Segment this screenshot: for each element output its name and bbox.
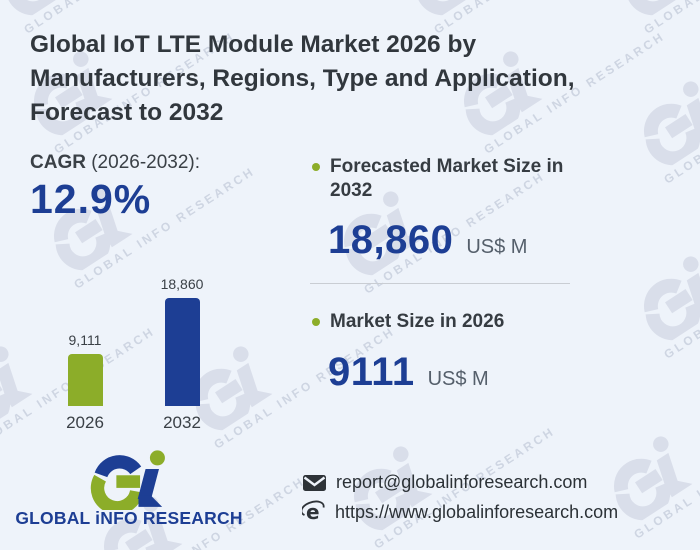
bar-category-label: 2026 [66,413,104,432]
browser-e-icon: e [302,500,326,524]
bar-group-2026: 9,111 2026 [48,332,122,433]
bar-data-label: 9,111 [68,332,102,348]
company-wordmark: GLOBAL iNFO RESEARCH [15,508,243,528]
contact-website-row: e https://www.globalinforesearch.com [302,500,618,524]
bar-2032 [164,298,200,406]
contact-email[interactable]: report@globalinforesearch.com [336,472,588,492]
contact-email-row: report@globalinforesearch.com [302,472,587,493]
stat-heading-market-2026: Market Size in 2026 [330,311,505,332]
stat-value-2032: 18,860 [328,218,454,262]
contact-website[interactable]: https://www.globalinforesearch.com [335,501,619,522]
email-icon [302,473,327,493]
bar-category-label: 2032 [163,413,201,432]
cagr-period: (2026-2032): [85,152,201,173]
report-title: Global IoT LTE Module Market 2026 by Man… [30,28,670,130]
report-title-line2: Manufacturers, Regions, Type and Applica… [30,65,575,92]
bar-2026 [67,354,103,406]
svg-text:e: e [306,500,320,524]
section-divider [310,283,570,284]
company-logo: GLOBAL iNFO RESEARCH [15,450,242,529]
stat-unit-2026: US$ M [427,368,489,390]
cagr-value: 12.9% [30,176,152,222]
bullet-icon [312,163,320,171]
bar-data-label: 18,860 [160,276,204,292]
bullet-icon [312,318,320,326]
stat-value-row-2032: 18,860 US$ M [328,218,527,263]
bar-chart: 9,111 2026 18,860 2032 [48,276,219,433]
stat-value-row-2026: 9111 US$ M [328,350,489,395]
gi-logo-icon [90,450,165,510]
cagr-label-bold: CAGR [30,152,86,173]
stat-heading-forecast-2032: Forecasted Market Size in 2032 [330,156,564,201]
report-title-line3: Forecast to 2032 [30,99,224,126]
cagr-label: CAGR (2026-2032): [30,152,200,174]
stat-value-2026: 9111 [328,350,415,394]
report-title-line1: Global IoT LTE Module Market 2026 by [30,31,477,58]
bar-group-2032: 18,860 2032 [145,276,219,433]
stat-unit-2032: US$ M [466,236,528,258]
